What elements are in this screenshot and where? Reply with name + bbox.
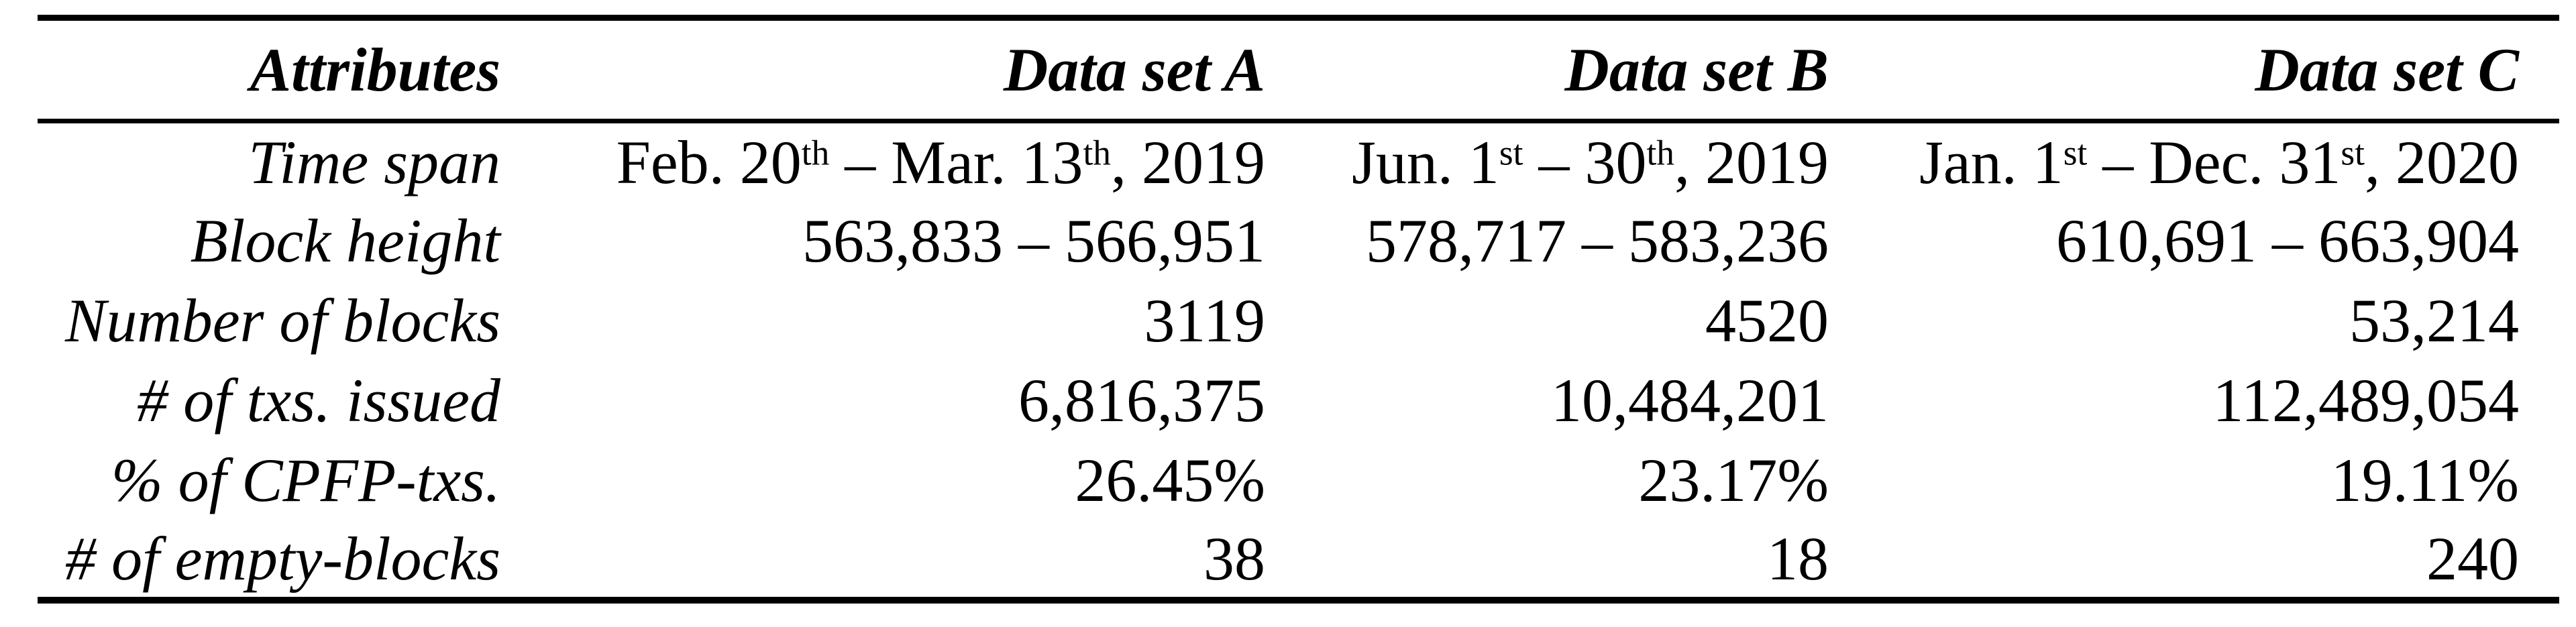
cell-block-height-dataset-a: 563,833 – 566,951: [802, 207, 1265, 275]
row-label-txs-issued: # of txs. issued: [137, 366, 500, 435]
cell-block-height-dataset-b: 578,717 – 583,236: [1366, 207, 1829, 275]
table-body: Time span Feb. 20th – Mar. 13th, 2019 Ju…: [38, 121, 2559, 600]
calligraphic-letter-c: C: [2477, 36, 2519, 104]
cell-txs-issued-dataset-a: 6,816,375: [1018, 366, 1265, 435]
cell-number-of-blocks-dataset-c: 53,214: [2349, 286, 2519, 355]
row-time-span: Time span Feb. 20th – Mar. 13th, 2019 Ju…: [38, 121, 2559, 201]
table-header: Attributes Data set A Data set B Data se…: [38, 17, 2559, 123]
row-label-cpfp-txs-percent: % of CPFP-txs.: [111, 446, 500, 514]
cell-cpfp-txs-percent-dataset-c: 19.11%: [2330, 446, 2519, 514]
col-header-attributes: Attributes: [38, 17, 541, 123]
cell-empty-blocks-dataset-b: 18: [1767, 524, 1829, 593]
cell-time-span-dataset-a: Feb. 20th – Mar. 13th, 2019: [541, 121, 1305, 201]
row-label-empty-blocks: # of empty-blocks: [65, 524, 500, 593]
cell-number-of-blocks-dataset-b: 4520: [1705, 286, 1829, 355]
row-block-height: Block height 563,833 – 566,951 578,717 –…: [38, 201, 2559, 281]
calligraphic-letter-b: B: [1787, 36, 1829, 104]
row-cpfp-txs-percent: % of CPFP-txs. 26.45% 23.17% 19.11%: [38, 441, 2559, 520]
row-label-number-of-blocks: Number of blocks: [64, 286, 500, 355]
col-header-dataset-a: Data set A: [541, 17, 1305, 123]
cell-empty-blocks-dataset-a: 38: [1203, 524, 1265, 593]
row-label-time-span: Time span: [248, 127, 500, 196]
date-range-text: – Mar. 13: [829, 127, 1083, 196]
date-range-text: Feb. 20: [616, 127, 802, 196]
cell-cpfp-txs-percent-dataset-a: 26.45%: [1075, 446, 1265, 514]
date-range-text: Jun. 1: [1352, 127, 1499, 196]
col-header-dataset-c: Data set C: [1869, 17, 2559, 123]
calligraphic-letter-a: A: [1224, 36, 1265, 104]
cell-block-height-dataset-c: 610,691 – 663,904: [2056, 207, 2519, 275]
col-header-dataset-c-label: Data set: [2255, 36, 2478, 104]
col-header-dataset-a-label: Data set: [1003, 36, 1224, 104]
col-header-dataset-b-label: Data set: [1564, 36, 1788, 104]
cell-txs-issued-dataset-c: 112,489,054: [2212, 366, 2519, 435]
dataset-summary-table: Attributes Data set A Data set B Data se…: [38, 15, 2559, 604]
cell-time-span-dataset-c: Jan. 1st – Dec. 31st, 2020: [1869, 121, 2559, 201]
ordinal-superscript: st: [1499, 132, 1523, 173]
date-range-text: – 30: [1523, 127, 1647, 196]
date-range-text: Jan. 1: [1919, 127, 2063, 196]
date-range-text: , 2019: [1674, 127, 1829, 196]
cell-empty-blocks-dataset-c: 240: [2426, 524, 2519, 593]
ordinal-superscript: th: [801, 132, 830, 173]
date-range-text: , 2020: [2365, 127, 2519, 196]
date-range-text: – Dec. 31: [2087, 127, 2341, 196]
ordinal-superscript: th: [1646, 132, 1674, 173]
cell-time-span-dataset-b: Jun. 1st – 30th, 2019: [1305, 121, 1869, 201]
ordinal-superscript: st: [2341, 132, 2365, 173]
ordinal-superscript: th: [1083, 132, 1111, 173]
cell-txs-issued-dataset-b: 10,484,201: [1551, 366, 1829, 435]
ordinal-superscript: st: [2063, 132, 2088, 173]
row-txs-issued: # of txs. issued 6,816,375 10,484,201 11…: [38, 361, 2559, 441]
row-number-of-blocks: Number of blocks 3119 4520 53,214: [38, 281, 2559, 361]
cell-cpfp-txs-percent-dataset-b: 23.17%: [1638, 446, 1829, 514]
cell-number-of-blocks-dataset-a: 3119: [1144, 286, 1265, 355]
col-header-dataset-b: Data set B: [1305, 17, 1869, 123]
row-empty-blocks: # of empty-blocks 38 18 240: [38, 520, 2559, 600]
date-range-text: , 2019: [1111, 127, 1265, 196]
row-label-block-height: Block height: [190, 207, 500, 275]
header-row: Attributes Data set A Data set B Data se…: [38, 17, 2559, 123]
